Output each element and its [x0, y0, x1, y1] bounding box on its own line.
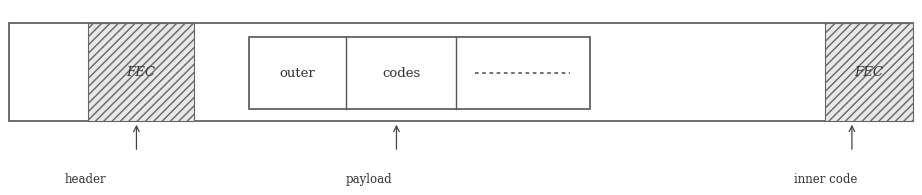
Text: outer: outer	[279, 67, 315, 80]
Text: FEC: FEC	[855, 66, 883, 79]
Bar	[9, 23, 913, 121]
Text: payload: payload	[346, 173, 392, 186]
Text: codes: codes	[382, 67, 420, 80]
Text: inner code: inner code	[794, 173, 857, 186]
Bar	[249, 37, 590, 109]
Bar	[825, 23, 913, 121]
Bar	[88, 23, 194, 121]
Text: header: header	[65, 173, 107, 186]
Text: FEC: FEC	[126, 66, 155, 79]
